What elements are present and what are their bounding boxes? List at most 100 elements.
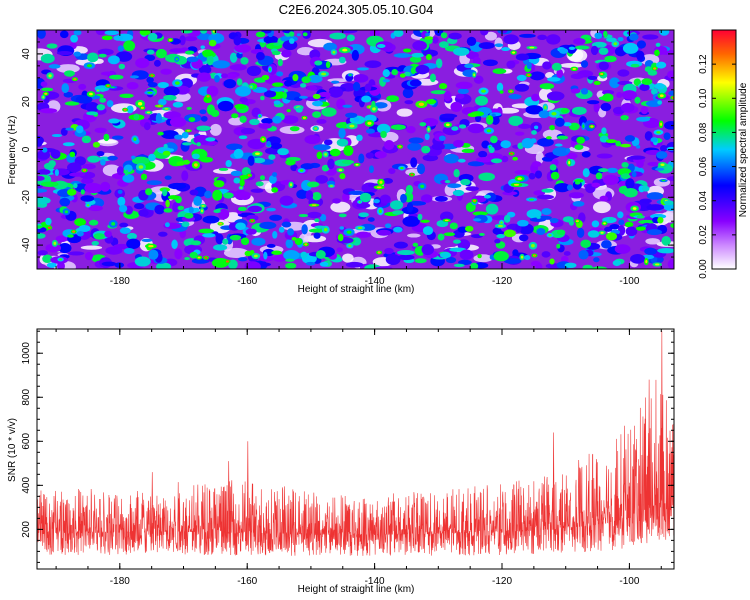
heatmap-cell (184, 36, 198, 42)
heatmap-cell (212, 60, 230, 69)
heatmap-cell-peak (299, 169, 304, 172)
heatmap-cell (531, 130, 537, 135)
colorbar-tick-label: 0.02 (698, 225, 709, 245)
heatmap-cell (490, 158, 503, 164)
heatmap-cell-peak (582, 124, 585, 129)
heatmap-cell (48, 64, 61, 69)
heatmap-cell (572, 200, 585, 207)
heatmap-cell (512, 249, 519, 257)
heatmap-cell (202, 233, 216, 238)
heatmap-cell (60, 30, 69, 39)
heatmap-cell (78, 224, 91, 233)
heatmap-cell (635, 226, 646, 231)
heatmap-cell (445, 256, 457, 264)
snr-panel: -180 -160 -140 -120 -100 200 400 600 800 1000 He… (7, 328, 675, 595)
heatmap-cell-peak (269, 67, 272, 71)
heatmap-cell (402, 87, 414, 99)
heatmap-cell (464, 225, 474, 232)
heatmap-cell (621, 90, 637, 100)
heatmap-cell (636, 215, 645, 219)
heatmap-cell (478, 42, 495, 50)
heatmap-cell (261, 74, 270, 81)
colorbar-tick-label: 0.10 (698, 88, 709, 108)
y-tick-label: -40 (21, 237, 32, 252)
heatmap-cell (542, 61, 552, 70)
heatmap-cell (547, 77, 561, 82)
heatmap-cell-peak (398, 145, 402, 148)
heatmap-cell (117, 196, 126, 207)
heatmap-cell-low (407, 233, 421, 238)
heatmap-cell-peak (140, 106, 144, 109)
heatmap-cell-low (666, 209, 674, 216)
heatmap-cell (598, 61, 609, 71)
heatmap-cell (646, 204, 665, 211)
heatmap-cell (670, 223, 674, 228)
heatmap-cell (80, 189, 85, 195)
heatmap-cell (37, 225, 43, 229)
heatmap-cell (325, 61, 331, 69)
colorbar-tick-label: 0.08 (698, 122, 709, 142)
heatmap-cell (624, 221, 634, 228)
heatmap-cell (70, 34, 79, 43)
heatmap-cell (556, 243, 561, 249)
heatmap-cell-peak (660, 163, 665, 166)
x-tick-label: -100 (619, 576, 639, 587)
heatmap-cell (156, 262, 172, 269)
heatmap-cell-peak (473, 199, 477, 202)
heatmap-cell (385, 253, 401, 265)
heatmap-cell (668, 90, 674, 96)
heatmap-cell (244, 261, 261, 269)
heatmap-cell (609, 224, 620, 230)
heatmap-cell (66, 188, 77, 196)
heatmap-cell (206, 54, 214, 66)
y-tick-label: 200 (21, 521, 32, 538)
heatmap-cell (406, 126, 416, 134)
y-tick-label: -20 (21, 190, 32, 205)
heatmap-cell (291, 236, 297, 241)
heatmap-cell (167, 195, 180, 200)
heatmap-cell (435, 195, 448, 202)
heatmap-cell (308, 228, 326, 233)
heatmap-cell (336, 247, 343, 253)
heatmap-cell (514, 83, 530, 92)
heatmap-cell-low (560, 62, 583, 68)
heatmap-cell (478, 232, 485, 236)
heatmap-cell-peak (590, 125, 594, 128)
heatmap-cell (213, 180, 225, 188)
heatmap-cell (205, 137, 216, 142)
heatmap-cell (40, 181, 59, 187)
heatmap-cell (578, 249, 589, 260)
heatmap-cell (331, 80, 340, 84)
heatmap-cell (659, 145, 668, 152)
heatmap-cell (39, 108, 58, 114)
heatmap-cell (373, 199, 380, 204)
heatmap-cell (536, 228, 546, 235)
heatmap-cell (103, 133, 110, 142)
heatmap-cell (307, 211, 322, 219)
heatmap-cell (75, 125, 84, 134)
heatmap-cell (537, 34, 547, 41)
heatmap-cell (174, 134, 184, 140)
heatmap-cell (201, 49, 214, 57)
heatmap-cell (211, 258, 229, 268)
heatmap-cell (37, 202, 41, 208)
heatmap-cell (189, 251, 198, 259)
heatmap-cell (588, 165, 604, 175)
heatmap-cell (255, 181, 264, 187)
heatmap-cell (202, 215, 220, 224)
heatmap-cell (568, 192, 584, 199)
heatmap-cell (503, 34, 519, 45)
heatmap-cell (276, 71, 284, 77)
colorbar-tick-label: 0.00 (698, 259, 709, 279)
heatmap-cell (425, 32, 430, 37)
heatmap-cell (609, 216, 614, 221)
heatmap-cell (181, 170, 189, 181)
heatmap-cell (430, 90, 448, 95)
heatmap-cell-peak (186, 130, 190, 132)
heatmap-cell-peak (527, 73, 531, 77)
heatmap-cell (255, 31, 266, 38)
heatmap-cell (343, 145, 354, 157)
heatmap-cell (329, 32, 346, 40)
heatmap-cell (655, 42, 661, 47)
heatmap-cell (382, 79, 390, 83)
